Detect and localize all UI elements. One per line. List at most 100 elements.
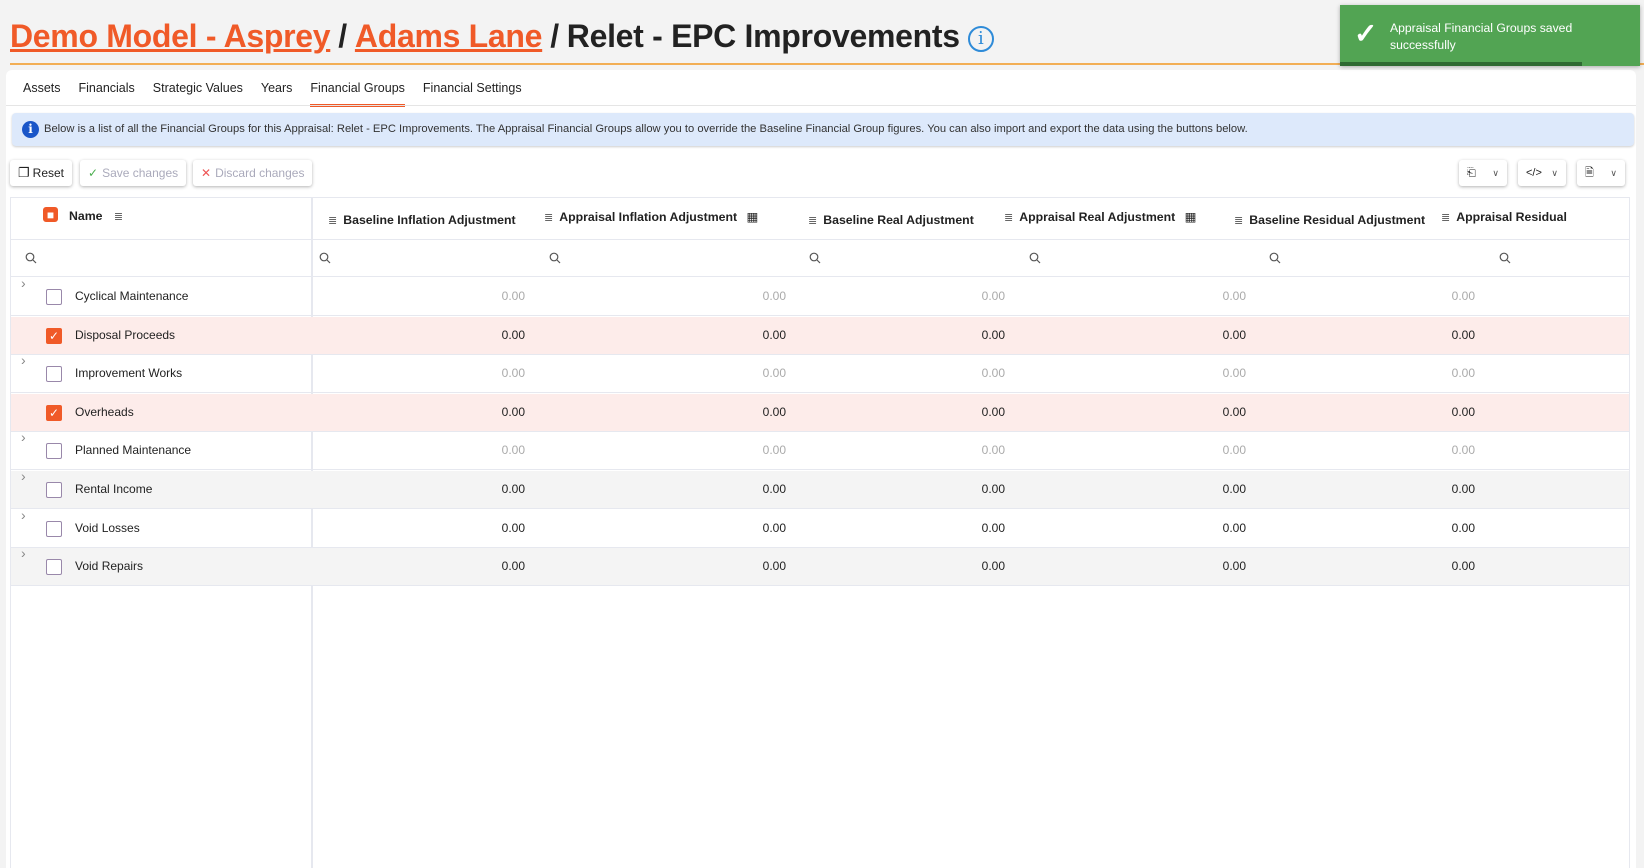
value-cell[interactable]: 0.00 bbox=[981, 327, 1005, 342]
value-cell[interactable]: 0.00 bbox=[1222, 482, 1246, 496]
value-cell[interactable]: 0.00 bbox=[1222, 366, 1246, 381]
row-checkbox[interactable] bbox=[46, 520, 62, 537]
tab-financial-groups[interactable]: Financial Groups bbox=[301, 80, 414, 108]
success-toast[interactable]: ✓ Appraisal Financial Groups saved succes… bbox=[1340, 5, 1640, 66]
value-cell[interactable]: 0.00 bbox=[501, 520, 525, 535]
value-cell[interactable]: 0.00 bbox=[762, 482, 786, 496]
search-icon[interactable] bbox=[319, 251, 331, 264]
value-cell[interactable]: 0.00 bbox=[762, 327, 786, 342]
value-cell[interactable]: 0.00 bbox=[1451, 404, 1475, 419]
search-icon[interactable] bbox=[1029, 251, 1041, 264]
value-cell[interactable]: 0.00 bbox=[981, 482, 1005, 496]
value-cell[interactable]: 0.00 bbox=[1222, 327, 1246, 342]
table-row[interactable]: › Rental Income 0.00 0.00 0.00 0.00 0.00 bbox=[11, 468, 1629, 509]
value-cell[interactable]: 0.00 bbox=[762, 520, 786, 535]
table-row[interactable]: ✓ Overheads 0.00 0.00 0.00 0.00 0.00 bbox=[11, 393, 1629, 432]
tab-years[interactable]: Years bbox=[260, 81, 293, 95]
value-cell[interactable]: 0.00 bbox=[1222, 404, 1246, 419]
value-cell[interactable]: 0.00 bbox=[1451, 289, 1475, 303]
value-cell[interactable]: 0.00 bbox=[501, 559, 525, 574]
edit-column-icon[interactable]: ▦ bbox=[746, 210, 759, 224]
value-cell[interactable]: 0.00 bbox=[501, 327, 525, 342]
value-cell[interactable]: 0.00 bbox=[1222, 520, 1246, 535]
value-cell[interactable]: 0.00 bbox=[1451, 559, 1475, 574]
value-cell[interactable]: 0.00 bbox=[1222, 289, 1246, 303]
file-export-button[interactable]: 🗎 ∨ bbox=[1577, 160, 1625, 186]
value-cell[interactable]: 0.00 bbox=[762, 404, 786, 419]
row-checkbox[interactable] bbox=[46, 366, 62, 383]
breadcrumb-model-link[interactable]: Demo Model - Asprey bbox=[10, 18, 331, 54]
filter-icon[interactable]: ≣ bbox=[808, 215, 818, 227]
import-button[interactable]: ⎗ ∨ bbox=[1459, 160, 1507, 186]
chevron-right-icon[interactable]: › bbox=[21, 506, 26, 523]
filter-icon[interactable]: ≣ bbox=[1441, 212, 1451, 224]
table-row[interactable]: › Planned Maintenance 0.00 0.00 0.00 0.00 0.00 bbox=[11, 429, 1629, 471]
filter-icon[interactable]: ≣ bbox=[328, 215, 338, 227]
value-cell[interactable]: 0.00 bbox=[1451, 327, 1475, 342]
reset-button[interactable]: ❐ Reset bbox=[10, 160, 73, 186]
search-icon[interactable] bbox=[1269, 251, 1281, 264]
value-cell[interactable]: 0.00 bbox=[981, 559, 1005, 574]
value-cell[interactable]: 0.00 bbox=[762, 366, 786, 381]
tab-financial-settings[interactable]: Financial Settings bbox=[422, 81, 522, 95]
value-cell[interactable]: 0.00 bbox=[981, 404, 1005, 419]
row-checkbox[interactable] bbox=[46, 289, 62, 305]
row-checkbox[interactable]: ✓ bbox=[46, 327, 62, 344]
value-cell[interactable]: 0.00 bbox=[762, 289, 786, 303]
info-icon[interactable]: i bbox=[967, 26, 994, 52]
value-cell[interactable]: 0.00 bbox=[981, 443, 1005, 458]
chevron-right-icon[interactable]: › bbox=[21, 545, 26, 562]
value-cell[interactable]: 0.00 bbox=[1451, 443, 1475, 458]
column-header-name[interactable]: Name ≣ bbox=[69, 209, 124, 223]
column-header[interactable]: ≣ Appraisal Inflation Adjustment ▦ bbox=[544, 210, 759, 224]
tab-financials[interactable]: Financials bbox=[78, 81, 135, 95]
search-icon[interactable] bbox=[549, 251, 561, 264]
search-icon[interactable] bbox=[25, 251, 37, 264]
value-cell[interactable]: 0.00 bbox=[1451, 366, 1475, 381]
value-cell[interactable]: 0.00 bbox=[501, 366, 525, 381]
table-row[interactable]: › Improvement Works 0.00 0.00 0.00 0.00 0.00 bbox=[11, 352, 1629, 394]
row-checkbox[interactable] bbox=[46, 482, 62, 498]
chevron-right-icon[interactable]: › bbox=[21, 468, 26, 484]
value-cell[interactable]: 0.00 bbox=[981, 520, 1005, 535]
breadcrumb-asset-link[interactable]: Adams Lane bbox=[354, 18, 543, 54]
filter-icon[interactable]: ≣ bbox=[113, 211, 124, 223]
code-export-button[interactable]: </> ∨ bbox=[1518, 160, 1566, 186]
value-cell[interactable]: 0.00 bbox=[1222, 559, 1246, 574]
value-cell[interactable]: 0.00 bbox=[501, 482, 525, 496]
tab-strategic-values[interactable]: Strategic Values bbox=[152, 81, 243, 95]
select-all-checkbox[interactable]: ■ bbox=[43, 207, 58, 222]
filter-icon[interactable]: ≣ bbox=[544, 212, 554, 224]
column-header[interactable]: ≣ Baseline Real Adjustment bbox=[808, 213, 974, 227]
discard-changes-button[interactable]: ✕ Discard changes bbox=[193, 160, 313, 186]
save-changes-button[interactable]: ✓ Save changes bbox=[80, 160, 187, 186]
filter-icon[interactable]: ≣ bbox=[1234, 215, 1244, 227]
table-row[interactable]: › Void Repairs 0.00 0.00 0.00 0.00 0.00 bbox=[11, 545, 1629, 587]
value-cell[interactable]: 0.00 bbox=[501, 289, 525, 303]
chevron-right-icon[interactable]: › bbox=[21, 429, 26, 446]
value-cell[interactable]: 0.00 bbox=[1451, 482, 1475, 496]
table-row[interactable]: › Cyclical Maintenance 0.00 0.00 0.00 0.00 0.0… bbox=[11, 275, 1629, 316]
value-cell[interactable]: 0.00 bbox=[1222, 443, 1246, 458]
row-checkbox[interactable]: ✓ bbox=[46, 404, 62, 421]
row-checkbox[interactable] bbox=[46, 443, 62, 460]
table-row[interactable]: ✓ Disposal Proceeds 0.00 0.00 0.00 0.00 0.00 bbox=[11, 316, 1629, 355]
edit-column-icon[interactable]: ▦ bbox=[1184, 210, 1197, 224]
tab-assets[interactable]: Assets bbox=[23, 81, 61, 95]
value-cell[interactable]: 0.00 bbox=[1451, 520, 1475, 535]
chevron-right-icon[interactable]: › bbox=[21, 275, 26, 291]
value-cell[interactable]: 0.00 bbox=[981, 366, 1005, 381]
column-header[interactable]: ≣ Baseline Inflation Adjustment bbox=[328, 213, 516, 227]
value-cell[interactable]: 0.00 bbox=[501, 443, 525, 458]
chevron-right-icon[interactable]: › bbox=[21, 352, 26, 369]
row-checkbox[interactable] bbox=[46, 559, 62, 576]
value-cell[interactable]: 0.00 bbox=[981, 289, 1005, 303]
column-header[interactable]: ≣ Appraisal Residual bbox=[1441, 210, 1567, 224]
value-cell[interactable]: 0.00 bbox=[501, 404, 525, 419]
filter-icon[interactable]: ≣ bbox=[1004, 212, 1014, 224]
column-header[interactable]: ≣ Appraisal Real Adjustment ▦ bbox=[1004, 210, 1197, 224]
value-cell[interactable]: 0.00 bbox=[762, 559, 786, 574]
search-icon[interactable] bbox=[1499, 251, 1511, 264]
search-icon[interactable] bbox=[809, 251, 821, 264]
column-header[interactable]: ≣ Baseline Residual Adjustment bbox=[1234, 213, 1426, 227]
